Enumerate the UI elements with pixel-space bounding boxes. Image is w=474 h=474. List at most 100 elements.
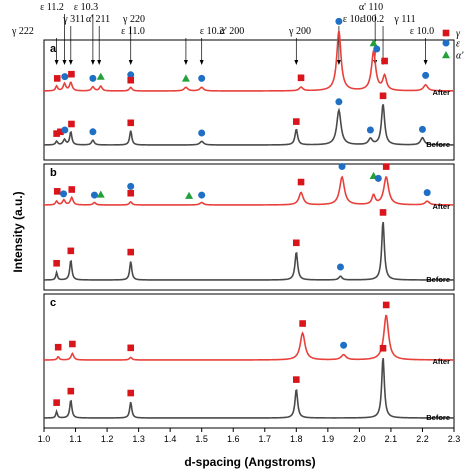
circle-marker <box>90 191 98 199</box>
x-axis: 1.0 1.1 1.2 1.3 1.4 1.5 1.6 1.7 1.8 1.9 2.0 2.1 2.2 2… <box>38 428 461 444</box>
square-marker <box>297 74 305 82</box>
before-label: Before <box>426 413 450 422</box>
legend-label: ε <box>456 39 460 50</box>
panel-frame <box>43 293 455 429</box>
circle-marker <box>335 98 343 106</box>
peak-label: α' 110 <box>359 2 383 13</box>
square-marker <box>127 189 135 197</box>
circle-marker <box>127 71 135 79</box>
circle-legend-marker <box>442 39 450 47</box>
peak-arrowhead <box>199 60 204 65</box>
x-tick-label: 1.9 <box>322 434 335 444</box>
circle-marker <box>366 126 374 134</box>
x-tick-label: 1.3 <box>132 434 145 444</box>
square-marker <box>299 320 306 327</box>
square-marker <box>68 120 75 128</box>
triangle-legend-marker <box>442 51 450 59</box>
peak-label: ε 10.0 <box>410 26 434 37</box>
circle-marker <box>198 74 206 82</box>
square-marker <box>53 399 60 406</box>
square-marker <box>293 376 300 383</box>
peak-arrowhead <box>336 60 341 65</box>
after-label: After <box>432 202 450 211</box>
x-tick-label: 1.1 <box>69 434 82 444</box>
square-legend-marker <box>442 29 450 37</box>
square-marker <box>67 247 75 255</box>
x-tick-label: 1.8 <box>290 434 303 444</box>
peak-label: α' 200 <box>220 26 245 37</box>
square-marker <box>53 75 61 82</box>
square-marker <box>68 186 76 193</box>
panel-b: b After Before <box>43 163 455 291</box>
square-marker <box>54 343 62 351</box>
peak-label: ε 10.3 <box>74 2 98 13</box>
legend-label: α' <box>456 51 464 62</box>
circle-marker <box>340 341 348 349</box>
circle-marker <box>89 128 97 136</box>
square-marker <box>382 163 390 170</box>
circle-marker <box>60 190 68 198</box>
peak-arrowhead <box>62 60 67 65</box>
x-tick-label: 2.0 <box>353 434 366 444</box>
x-tick-label: 1.4 <box>164 434 177 444</box>
square-marker <box>381 57 388 65</box>
after-label: After <box>432 357 450 366</box>
legend-label: γ <box>456 29 461 40</box>
square-marker <box>293 118 300 125</box>
panel-a: a After Before <box>43 17 455 161</box>
square-marker <box>297 178 305 186</box>
circle-marker <box>61 73 69 81</box>
peak-label: ε 11.2 <box>40 2 64 13</box>
x-tick-label: 1.6 <box>227 434 240 444</box>
after-trace <box>43 314 454 361</box>
triangle-marker <box>369 39 378 47</box>
peak-label: γ 200 <box>288 26 311 37</box>
circle-marker <box>374 174 382 182</box>
x-tick-label: 1.7 <box>259 434 272 444</box>
x-tick-label: 2.2 <box>416 434 429 444</box>
after-trace <box>43 175 454 206</box>
circle-marker <box>423 189 431 197</box>
circle-marker <box>418 125 426 133</box>
after-label: After <box>432 88 450 97</box>
x-tick-label: 2.3 <box>448 434 461 444</box>
x-tick-label: 1.5 <box>195 434 208 444</box>
panel-letter: b <box>50 167 57 179</box>
y-axis-title: Intensity (a.u.) <box>11 191 25 272</box>
peak-arrowhead <box>68 60 73 65</box>
panel-frame <box>43 163 455 291</box>
square-marker <box>379 92 387 100</box>
square-marker <box>53 130 60 137</box>
peak-label: ε 10.2 <box>200 26 224 37</box>
circle-marker <box>198 191 206 199</box>
square-marker <box>53 188 61 195</box>
peak-label: γ 311 <box>62 14 85 25</box>
circle-marker <box>89 74 97 82</box>
circle-marker <box>373 45 381 53</box>
triangle-marker <box>96 190 105 198</box>
square-marker <box>57 128 64 136</box>
peak-label: γ 222 <box>11 26 34 37</box>
legend: γεα' <box>442 29 464 62</box>
peak-label: ε 10.1 <box>343 14 367 25</box>
circle-marker <box>198 129 206 137</box>
square-marker <box>127 248 135 256</box>
before-trace <box>43 358 454 419</box>
peak-arrowhead <box>54 60 59 65</box>
peak-label: γ 111 <box>393 14 415 25</box>
peak-arrowhead <box>423 60 428 65</box>
triangle-marker <box>185 191 194 199</box>
square-marker <box>127 119 135 127</box>
before-label: Before <box>426 140 450 149</box>
triangle-marker <box>96 72 105 80</box>
peak-arrowhead <box>90 60 95 65</box>
circle-marker <box>422 71 430 79</box>
square-marker <box>69 340 76 348</box>
panel-frame <box>43 39 455 161</box>
square-marker <box>127 389 135 397</box>
square-marker <box>379 209 387 216</box>
peak-arrowhead <box>128 60 133 65</box>
square-marker <box>379 344 387 352</box>
